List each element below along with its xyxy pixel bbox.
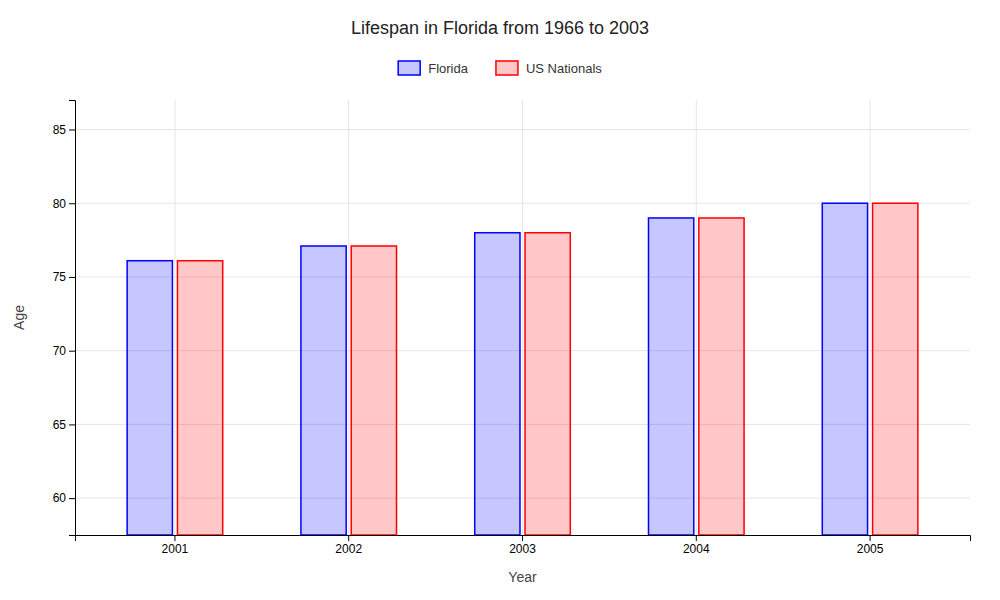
- y-tick-mark: [69, 277, 75, 278]
- x-tick-label: 2001: [162, 542, 189, 556]
- legend: Florida US Nationals: [398, 61, 602, 76]
- bar: [525, 233, 570, 535]
- x-axis-title: Year: [508, 569, 537, 585]
- y-tick: 70: [53, 344, 75, 358]
- y-tick-label: 85: [53, 123, 67, 137]
- grid-line: [348, 100, 349, 535]
- y-tick-label: 65: [53, 418, 67, 432]
- x-tick-label: 2005: [857, 542, 884, 556]
- x-tick-label: 2004: [683, 542, 710, 556]
- x-tick-mark: [870, 535, 871, 541]
- bar: [648, 218, 693, 535]
- x-tick-mark: [174, 535, 175, 541]
- y-axis: 60 65 70 75 80 85: [53, 101, 76, 536]
- bar: [873, 203, 918, 535]
- bar-series: [127, 203, 867, 535]
- legend-swatch: [496, 61, 518, 75]
- legend-item: US Nationals: [496, 61, 602, 76]
- y-axis-line: [69, 101, 76, 536]
- y-tick-label: 60: [53, 491, 67, 505]
- grid-line: [696, 100, 697, 535]
- y-tick-label: 70: [53, 344, 67, 358]
- bar: [822, 203, 867, 535]
- x-tick: 2005: [857, 535, 884, 556]
- grid-line: [870, 100, 871, 535]
- grid: [75, 100, 970, 535]
- y-tick: 60: [53, 491, 75, 505]
- y-tick-mark: [69, 424, 75, 425]
- bar: [699, 218, 744, 535]
- x-tick-label: 2003: [509, 542, 536, 556]
- bar: [475, 233, 520, 535]
- chart: Lifespan in Florida from 1966 to 2003606…: [0, 0, 1000, 600]
- bar: [301, 246, 346, 535]
- y-tick-label: 75: [53, 270, 67, 284]
- y-tick: 85: [53, 123, 75, 137]
- y-tick: 65: [53, 418, 75, 432]
- bar: [351, 246, 396, 535]
- y-tick-mark: [69, 129, 75, 130]
- x-tick-label: 2002: [335, 542, 362, 556]
- x-tick-mark: [696, 535, 697, 541]
- x-tick: 2002: [335, 535, 362, 556]
- plot-area: 60 65 70 75 80 85 2001 2002 2003 2004 2005: [53, 100, 971, 556]
- x-axis-line: [76, 536, 971, 542]
- y-tick: 75: [53, 270, 75, 284]
- bar-series: [177, 203, 917, 535]
- y-tick-mark: [69, 351, 75, 352]
- x-tick-mark: [522, 535, 523, 541]
- chart-container: Lifespan in Florida from 1966 to 2003606…: [0, 0, 1000, 600]
- x-tick-mark: [348, 535, 349, 541]
- grid-line: [522, 100, 523, 535]
- legend-item: Florida: [398, 61, 469, 76]
- title: Lifespan in Florida from 1966 to 2003: [351, 18, 649, 38]
- x-tick: 2004: [683, 535, 710, 556]
- bar: [127, 261, 172, 535]
- y-axis-title: Age: [11, 305, 27, 330]
- legend-label: Florida: [428, 61, 469, 76]
- y-tick: 80: [53, 197, 75, 211]
- legend-label: US Nationals: [526, 61, 602, 76]
- y-tick-label: 80: [53, 197, 67, 211]
- bars: [127, 203, 918, 535]
- y-tick-mark: [69, 203, 75, 204]
- grid-line: [174, 100, 175, 535]
- legend-swatch: [398, 61, 420, 75]
- bar: [177, 261, 222, 535]
- y-tick-mark: [69, 498, 75, 499]
- x-axis: 2001 2002 2003 2004 2005: [76, 535, 971, 556]
- x-tick: 2001: [162, 535, 189, 556]
- x-tick: 2003: [509, 535, 536, 556]
